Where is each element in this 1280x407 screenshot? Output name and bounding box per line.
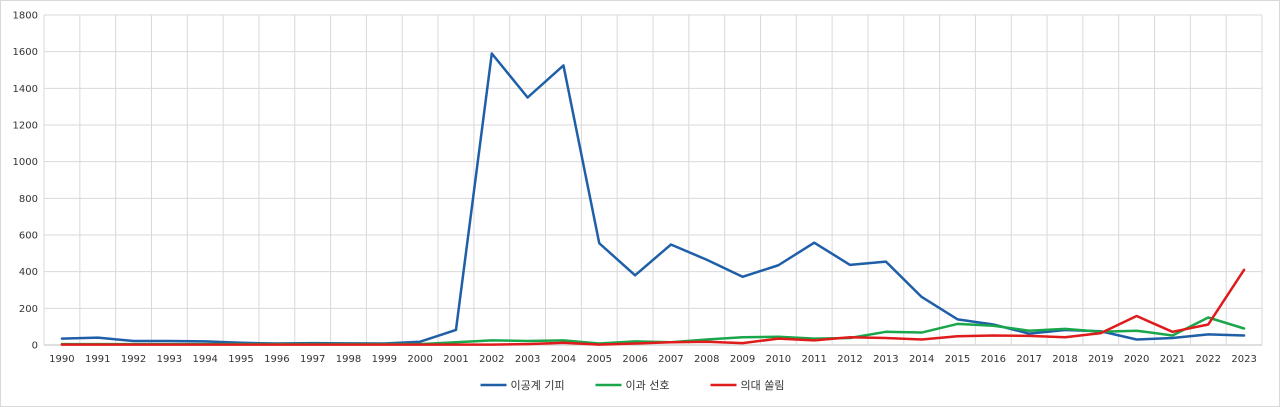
legend-item-3: 의대 쏠림	[710, 379, 785, 392]
x-tick-label: 2022	[1196, 354, 1221, 365]
x-tick-label: 2000	[407, 354, 432, 365]
y-tick-label: 1600	[13, 47, 38, 58]
series-line-3	[60, 268, 1246, 346]
y-tick-label: 800	[19, 194, 38, 205]
y-tick-label: 400	[19, 267, 38, 278]
x-tick-label: 1994	[192, 354, 217, 365]
y-tick-label: 1800	[13, 11, 38, 22]
legend-label: 이공계 기피	[511, 379, 565, 392]
x-tick-label: 2006	[622, 354, 647, 365]
x-tick-label: 1995	[228, 354, 253, 365]
x-tick-label: 2013	[873, 354, 898, 365]
x-tick-label: 2020	[1124, 354, 1149, 365]
x-tick-label: 2019	[1088, 354, 1113, 365]
x-tick-label: 2011	[801, 354, 826, 365]
x-tick-label: 2012	[837, 354, 862, 365]
y-tick-label: 200	[19, 304, 38, 315]
legend-item-1: 이공계 기피	[480, 379, 565, 392]
x-tick-label: 2003	[515, 354, 540, 365]
x-tick-label: 1998	[336, 354, 361, 365]
y-tick-label: 600	[19, 231, 38, 242]
x-tick-label: 1990	[49, 354, 74, 365]
legend-item-2: 이과 선호	[595, 379, 670, 392]
legend-label: 의대 쏠림	[741, 379, 785, 392]
x-tick-label: 2015	[945, 354, 970, 365]
x-tick-label: 2009	[730, 354, 755, 365]
x-tick-label: 2014	[909, 354, 934, 365]
y-axis-tick-labels: 0 200 400 600 800 1000 1200 1400 1600 1800	[13, 11, 38, 352]
x-tick-label: 1997	[300, 354, 325, 365]
x-tick-label: 1992	[121, 354, 146, 365]
x-tick-label: 1999	[372, 354, 397, 365]
x-tick-label: 2004	[551, 354, 576, 365]
x-tick-label: 2008	[694, 354, 719, 365]
x-tick-label: 2001	[443, 354, 468, 365]
gridlines	[43, 14, 1263, 346]
series-lines	[60, 52, 1246, 346]
x-tick-label: 2021	[1160, 354, 1185, 365]
y-tick-label: 1000	[13, 157, 38, 168]
x-tick-label: 2018	[1052, 354, 1077, 365]
y-tick-label: 0	[32, 341, 38, 352]
legend: 이공계 기피 이과 선호 의대 쏠림	[480, 379, 785, 392]
x-tick-label: 2016	[981, 354, 1006, 365]
x-tick-label: 1993	[157, 354, 182, 365]
x-tick-label: 2010	[766, 354, 791, 365]
x-axis-tick-labels: 1990 1991 1992 1993 1994 1995 1996 1997 1998 1999…	[49, 354, 1257, 365]
x-tick-label: 2007	[658, 354, 683, 365]
y-tick-label: 1200	[13, 121, 38, 132]
x-tick-label: 2002	[479, 354, 504, 365]
x-tick-label: 2023	[1231, 354, 1256, 365]
y-tick-label: 1400	[13, 84, 38, 95]
x-tick-label: 2017	[1016, 354, 1041, 365]
x-tick-label: 1991	[85, 354, 110, 365]
x-tick-label: 2005	[587, 354, 612, 365]
x-tick-label: 1996	[264, 354, 289, 365]
legend-label: 이과 선호	[626, 379, 670, 392]
